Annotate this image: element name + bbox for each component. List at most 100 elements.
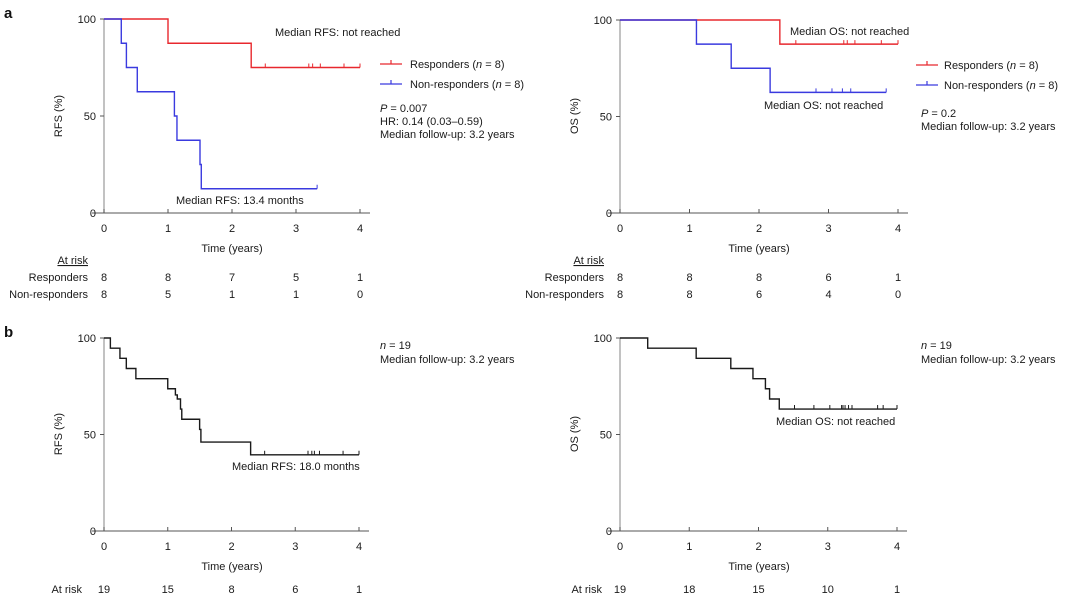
at-risk-value: 6 [292, 584, 298, 596]
hazard-ratio: HR: 0.14 (0.03–0.59) [380, 116, 483, 128]
at-risk-value: 6 [825, 272, 831, 284]
km-curve-responders [104, 18, 360, 69]
plot-a-rfs: RFS (%) Time (years) Median RFS: not rea… [9, 14, 524, 301]
at-risk-row-label: At risk [51, 584, 82, 596]
at-risk-value: 15 [162, 584, 174, 596]
legend-label-responders: Responders (n = 8) [410, 59, 505, 71]
at-risk-value: 8 [617, 289, 623, 301]
annotation-median-nonresponders: Median RFS: 13.4 months [176, 195, 304, 207]
at-risk-value: 4 [825, 289, 831, 301]
x-tick-label: 2 [228, 541, 234, 553]
at-risk-value: 8 [228, 584, 234, 596]
y-tick-label: 0 [606, 208, 612, 220]
x-tick-label: 3 [825, 223, 831, 235]
at-risk-header: At risk [573, 255, 604, 267]
legend-label-responders: Responders (n = 8) [944, 60, 1039, 72]
at-risk-value: 5 [293, 272, 299, 284]
annotation-median: Median OS: not reached [776, 416, 895, 428]
y-axis-label: OS (%) [569, 416, 581, 452]
at-risk-value: 1 [293, 289, 299, 301]
x-tick-label: 1 [165, 223, 171, 235]
at-risk-value: 19 [98, 584, 110, 596]
x-tick-label: 0 [101, 223, 107, 235]
y-tick-label: 100 [78, 333, 96, 345]
annotation-median-nonresponders: Median OS: not reached [764, 100, 883, 112]
y-tick-label: 0 [90, 526, 96, 538]
at-risk-value: 1 [894, 584, 900, 596]
y-tick-label: 100 [594, 333, 612, 345]
x-axis-label: Time (years) [728, 561, 789, 573]
x-tick-label: 0 [101, 541, 107, 553]
annotation-median: Median RFS: 18.0 months [232, 461, 360, 473]
at-risk-value: 7 [229, 272, 235, 284]
at-risk-value: 10 [822, 584, 834, 596]
legend-label-nonresponders: Non-responders (n = 8) [944, 80, 1058, 92]
at-risk-value: 6 [756, 289, 762, 301]
x-tick-label: 3 [292, 541, 298, 553]
km-curve-responders [620, 19, 898, 45]
at-risk-value: 1 [357, 272, 363, 284]
y-axis-label: RFS (%) [53, 95, 65, 137]
y-tick-label: 100 [78, 14, 96, 26]
x-tick-label: 1 [686, 541, 692, 553]
y-tick-label: 50 [84, 430, 96, 442]
legend: Responders (n = 8) Non-responders (n = 8… [380, 59, 524, 91]
panel-label-b: b [4, 324, 13, 341]
median-follow-up: Median follow-up: 3.2 years [380, 354, 515, 366]
annotation-median-responders: Median OS: not reached [790, 26, 909, 38]
y-tick-label: 50 [600, 112, 612, 124]
plot-a-os: OS (%) Time (years) Median OS: not reach… [525, 15, 1058, 301]
x-tick-label: 0 [617, 223, 623, 235]
y-axis-label: OS (%) [569, 98, 581, 134]
legend: Responders (n = 8) Non-responders (n = 8… [916, 60, 1058, 92]
at-risk-row-label-responders: Responders [545, 272, 605, 284]
legend-label-nonresponders: Non-responders (n = 8) [410, 79, 524, 91]
plot-b-rfs: RFS (%) Time (years) Median RFS: 18.0 mo… [51, 333, 515, 596]
at-risk-value: 15 [752, 584, 764, 596]
at-risk-header: At risk [57, 255, 88, 267]
panel-label-a: a [4, 5, 13, 22]
at-risk-value: 8 [686, 272, 692, 284]
x-tick-label: 4 [894, 541, 900, 553]
median-follow-up: Median follow-up: 3.2 years [921, 121, 1056, 133]
km-curve-non-responders [104, 18, 318, 190]
at-risk-value: 1 [356, 584, 362, 596]
x-axis-label: Time (years) [201, 243, 262, 255]
x-axis-label: Time (years) [728, 243, 789, 255]
at-risk-value: 8 [617, 272, 623, 284]
x-tick-label: 4 [356, 541, 362, 553]
x-tick-label: 3 [293, 223, 299, 235]
n-count: n = 19 [380, 340, 411, 352]
km-curve-non-responders [620, 19, 887, 94]
at-risk-value: 18 [683, 584, 695, 596]
y-tick-label: 0 [606, 526, 612, 538]
at-risk-row-label-nonresponders: Non-responders [9, 289, 88, 301]
km-curve-all-patients [104, 337, 359, 456]
x-tick-label: 4 [895, 223, 901, 235]
at-risk-value: 8 [686, 289, 692, 301]
n-count: n = 19 [921, 340, 952, 352]
plot-b-os: OS (%) Time (years) Median OS: not reach… [569, 333, 1056, 596]
at-risk-value: 1 [895, 272, 901, 284]
at-risk-row-label-responders: Responders [29, 272, 89, 284]
x-tick-label: 2 [755, 541, 761, 553]
x-tick-label: 1 [686, 223, 692, 235]
at-risk-value: 19 [614, 584, 626, 596]
annotation-median-responders: Median RFS: not reached [275, 27, 400, 39]
at-risk-value: 8 [165, 272, 171, 284]
p-value: P = 0.2 [921, 108, 956, 120]
at-risk-value: 0 [895, 289, 901, 301]
y-axis-label: RFS (%) [53, 413, 65, 455]
at-risk-value: 1 [229, 289, 235, 301]
x-axis-label: Time (years) [201, 561, 262, 573]
at-risk-value: 8 [101, 272, 107, 284]
median-follow-up: Median follow-up: 3.2 years [380, 129, 515, 141]
at-risk-row-label-nonresponders: Non-responders [525, 289, 604, 301]
x-tick-label: 2 [756, 223, 762, 235]
x-tick-label: 4 [357, 223, 363, 235]
y-tick-label: 100 [594, 15, 612, 27]
y-tick-label: 50 [600, 430, 612, 442]
at-risk-value: 0 [357, 289, 363, 301]
at-risk-value: 8 [101, 289, 107, 301]
